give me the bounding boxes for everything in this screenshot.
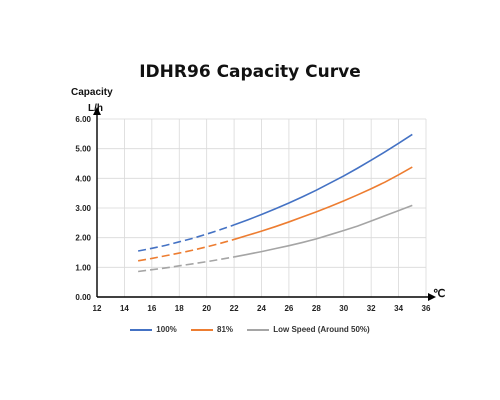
legend-swatch-low-speed (247, 328, 270, 331)
y-tick-label-1.00: 1.00 (75, 263, 91, 272)
series-line-dashed-1 (137, 238, 235, 262)
series-line-1 (233, 166, 413, 241)
x-tick-label-28: 28 (312, 304, 321, 313)
series-line-dashed-2 (138, 256, 235, 273)
legend-item-100: 100% (130, 325, 177, 334)
x-axis-unit: ℃ (433, 288, 446, 300)
y-axis-arrow (93, 107, 101, 115)
y-tick-label-0.00: 0.00 (75, 293, 91, 302)
x-tick-label-16: 16 (147, 304, 156, 313)
legend-label-low-speed: Low Speed (Around 50%) (273, 325, 370, 334)
x-tick-label-26: 26 (284, 304, 293, 313)
x-tick-label-22: 22 (230, 304, 239, 313)
y-tick-label-5.00: 5.00 (75, 145, 91, 154)
legend: 100% 81% Low Speed (Around 50%) (0, 325, 500, 334)
x-tick-label-36: 36 (422, 304, 431, 313)
y-tick-label-6.00: 6.00 (75, 115, 91, 124)
series-line-2 (233, 204, 413, 258)
x-axis-arrow (428, 293, 436, 301)
x-tick-label-30: 30 (339, 304, 348, 313)
legend-label-100: 100% (156, 325, 177, 334)
legend-swatch-81 (191, 328, 213, 331)
series-line-0 (233, 133, 413, 226)
x-tick-label-34: 34 (394, 304, 403, 313)
x-tick-label-12: 12 (93, 304, 102, 313)
legend-label-81: 81% (217, 325, 234, 334)
chart-title: IDHR96 Capacity Curve (139, 62, 361, 82)
series-line-dashed-0 (137, 224, 235, 252)
x-tick-label-20: 20 (202, 304, 211, 313)
legend-item-81: 81% (191, 325, 233, 334)
y-tick-label-3.00: 3.00 (75, 204, 91, 213)
y-tick-label-2.00: 2.00 (75, 234, 91, 243)
x-tick-label-24: 24 (257, 304, 266, 313)
x-tick-label-18: 18 (175, 304, 184, 313)
x-tick-label-14: 14 (120, 304, 129, 313)
legend-swatch-100 (130, 328, 153, 331)
y-axis-label: Capacity (71, 87, 113, 98)
y-axis-unit: L/h (88, 103, 103, 114)
y-tick-label-4.00: 4.00 (75, 174, 91, 183)
legend-item-low-speed: Low Speed (Around 50%) (247, 325, 370, 334)
x-tick-label-32: 32 (367, 304, 376, 313)
